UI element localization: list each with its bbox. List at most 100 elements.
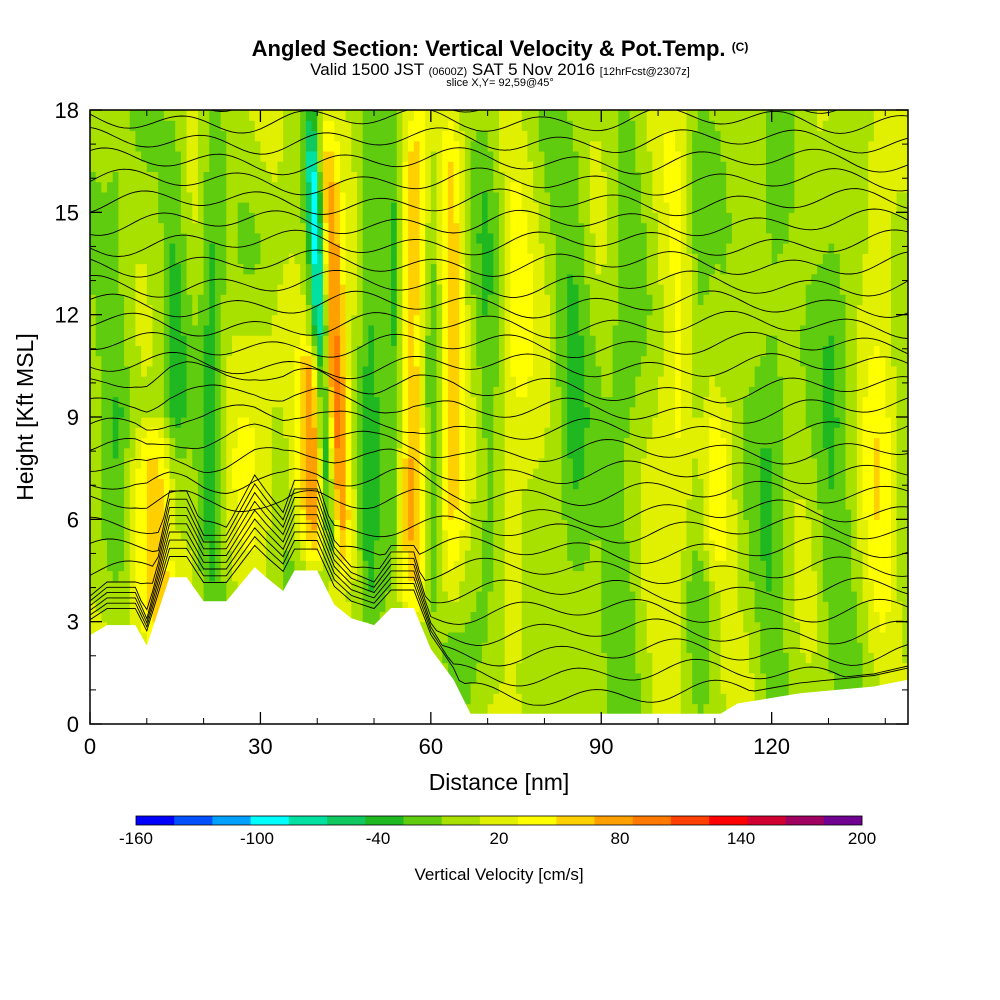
field-cell [487, 222, 494, 234]
field-cell [339, 202, 347, 213]
field-cell [402, 324, 409, 336]
field-cell [550, 110, 557, 121]
field-cell [288, 253, 296, 265]
field-cell [481, 478, 489, 490]
field-cell [266, 304, 273, 316]
field-cell [493, 437, 500, 449]
field-cell [419, 498, 426, 510]
field-cell [266, 273, 273, 285]
field-cell [283, 396, 290, 408]
field-cell [555, 222, 563, 234]
field-cell [243, 539, 250, 551]
field-cell [95, 120, 102, 132]
field-cell [141, 253, 148, 265]
field-cell [163, 253, 171, 265]
field-cell [124, 376, 131, 387]
field-cell [527, 590, 534, 602]
field-cell [470, 345, 477, 357]
field-cell [328, 365, 335, 377]
field-cell [425, 222, 432, 234]
field-cell [436, 386, 443, 398]
field-cell [510, 580, 517, 592]
field-cell [101, 376, 108, 387]
field-cell [413, 191, 421, 203]
field-cell [300, 417, 307, 428]
field-cell [442, 263, 449, 275]
field-cell [442, 570, 449, 582]
field-cell [544, 304, 551, 316]
field-cell [521, 539, 528, 551]
field-cell [447, 611, 455, 623]
field-cell [396, 243, 404, 254]
field-cell [152, 417, 159, 428]
field-cell [124, 611, 131, 623]
field-cell [362, 611, 369, 623]
field-cell [175, 232, 182, 244]
field-cell [476, 580, 483, 592]
field-cell [141, 488, 148, 500]
field-cell [516, 150, 523, 162]
field-cell [356, 488, 364, 500]
field-cell [499, 365, 506, 377]
field-cell [544, 447, 551, 459]
field-cell [197, 519, 205, 531]
field-cell [527, 672, 534, 684]
field-cell [209, 171, 216, 183]
field-cell [266, 570, 273, 582]
field-cell [186, 202, 193, 213]
field-cell [521, 631, 528, 643]
field-cell [192, 324, 199, 336]
field-cell [124, 273, 131, 285]
field-cell [209, 457, 216, 469]
field-cell [356, 294, 364, 306]
field-cell [442, 601, 449, 613]
field-cell [356, 212, 364, 224]
field-cell [436, 529, 443, 541]
field-cell [226, 191, 233, 203]
field-cell [169, 427, 176, 439]
field-cell [487, 232, 494, 244]
field-cell [214, 202, 222, 213]
field-cell [351, 611, 358, 623]
field-cell [186, 232, 193, 244]
field-cell [95, 529, 102, 541]
field-cell [391, 580, 398, 592]
field-cell [146, 365, 154, 377]
field-cell [203, 243, 210, 254]
field-cell [266, 560, 273, 572]
field-cell [226, 355, 233, 367]
field-cell [305, 294, 313, 306]
field-cell [385, 570, 392, 582]
field-cell [430, 110, 438, 121]
field-cell [402, 314, 409, 326]
field-cell [481, 232, 489, 244]
field-cell [146, 570, 154, 582]
field-cell [334, 468, 341, 479]
field-cell [351, 601, 358, 613]
field-cell [158, 212, 165, 224]
field-cell [521, 283, 528, 295]
field-cell [175, 447, 182, 459]
field-cell [516, 273, 523, 285]
field-cell [141, 447, 148, 459]
field-cell [322, 263, 330, 275]
field-cell [504, 396, 511, 408]
field-cell [453, 283, 460, 295]
field-cell [300, 171, 307, 183]
field-cell [459, 181, 466, 193]
field-cell [516, 396, 523, 408]
field-cell [277, 447, 284, 459]
field-cell [203, 253, 210, 265]
field-cell [152, 427, 159, 439]
field-cell [90, 202, 97, 213]
field-cell [266, 355, 273, 367]
field-cell [328, 110, 335, 121]
field-cell [493, 365, 500, 377]
field-cell [243, 120, 250, 132]
field-cell [288, 181, 296, 193]
field-cell [197, 243, 205, 254]
field-cell [232, 355, 239, 367]
field-cell [510, 232, 517, 244]
field-cell [419, 150, 426, 162]
field-cell [192, 355, 199, 367]
